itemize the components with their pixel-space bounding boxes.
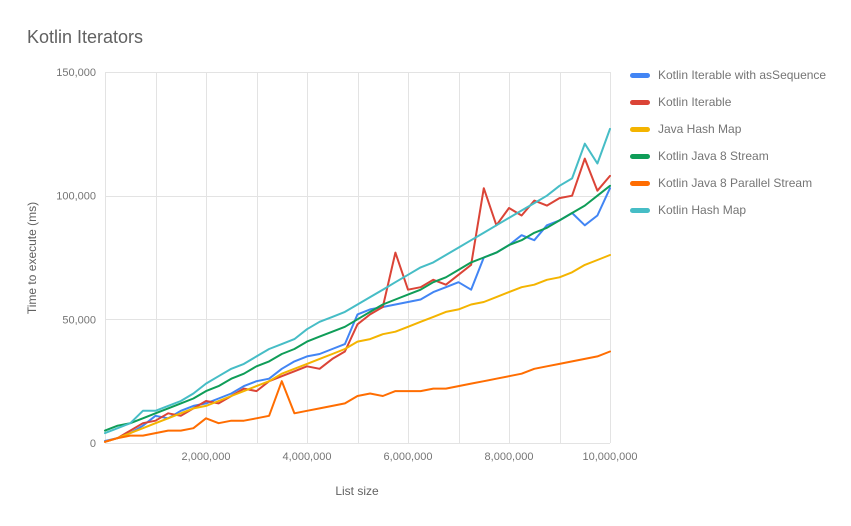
legend-label: Kotlin Hash Map (658, 203, 747, 217)
x-tick-label: 4,000,000 (283, 451, 332, 463)
legend-swatch-kotlin-iterable (630, 99, 650, 105)
series-line-kotlin-hash-map[interactable] (104, 127, 611, 435)
legend-label: Kotlin Iterable (658, 95, 732, 109)
series-lines (104, 127, 611, 443)
legend-label: Kotlin Java 8 Stream (658, 149, 769, 163)
y-tick-label: 0 (90, 438, 96, 450)
series-line-kotlin-java-8-parallel-stream[interactable] (104, 350, 611, 443)
legend-item-kotlin-hash-map[interactable]: Kotlin Hash Map (630, 203, 826, 217)
gridlines (105, 72, 611, 444)
x-tick-label: 2,000,000 (182, 451, 231, 463)
x-tick-label: 6,000,000 (384, 451, 433, 463)
legend-label: Java Hash Map (658, 122, 742, 136)
x-tick-label: 8,000,000 (485, 451, 534, 463)
series-line-kotlin-java-8-stream[interactable] (104, 184, 611, 432)
legend-swatch-kotlin-java-8-stream (630, 153, 650, 159)
axis-tick-labels: 0 50,000 100,000 150,000 2,000,000 4,000,000 6… (56, 67, 637, 463)
legend-item-kotlin-java-8-parallel-stream[interactable]: Kotlin Java 8 Parallel Stream (630, 176, 826, 190)
legend: Kotlin Iterable with asSequence Kotlin It… (630, 68, 827, 231)
y-axis-title: Time to execute (ms) (25, 201, 39, 315)
legend-item-java-hash-map[interactable]: Java Hash Map (630, 122, 826, 136)
x-axis-title: List size (335, 484, 379, 498)
y-tick-label: 150,000 (56, 67, 96, 79)
y-tick-label: 100,000 (56, 191, 96, 203)
legend-item-kotlin-iterable[interactable]: Kotlin Iterable (630, 95, 826, 109)
x-tick-label: 10,000,000 (582, 451, 637, 463)
legend-swatch-kotlin-iterable-with-assequence (630, 72, 650, 78)
series-line-java-hash-map[interactable] (104, 254, 611, 443)
series-line-kotlin-iterable[interactable] (104, 157, 611, 443)
legend-swatch-kotlin-java-8-parallel-stream (630, 180, 650, 186)
legend-swatch-java-hash-map (630, 126, 650, 132)
legend-item-kotlin-iterable-with-assequence[interactable]: Kotlin Iterable with asSequence (630, 68, 827, 82)
legend-label: Kotlin Iterable with asSequence (658, 68, 827, 82)
chart-title: Kotlin Iterators (27, 27, 144, 47)
y-tick-label: 50,000 (62, 314, 96, 326)
legend-item-kotlin-java-8-stream[interactable]: Kotlin Java 8 Stream (630, 149, 826, 163)
legend-label: Kotlin Java 8 Parallel Stream (658, 176, 813, 190)
legend-swatch-kotlin-hash-map (630, 207, 650, 213)
